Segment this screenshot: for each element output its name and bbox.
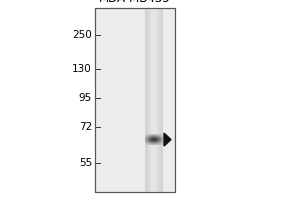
Text: 55: 55 — [79, 158, 92, 168]
Text: 130: 130 — [72, 64, 92, 74]
Text: 95: 95 — [79, 93, 92, 103]
Bar — [95, 8, 175, 192]
Polygon shape — [164, 133, 171, 146]
Bar — [95, 8, 175, 192]
Text: MDA-MB435: MDA-MB435 — [99, 0, 171, 5]
Text: 72: 72 — [79, 122, 92, 132]
Text: 250: 250 — [72, 30, 92, 40]
